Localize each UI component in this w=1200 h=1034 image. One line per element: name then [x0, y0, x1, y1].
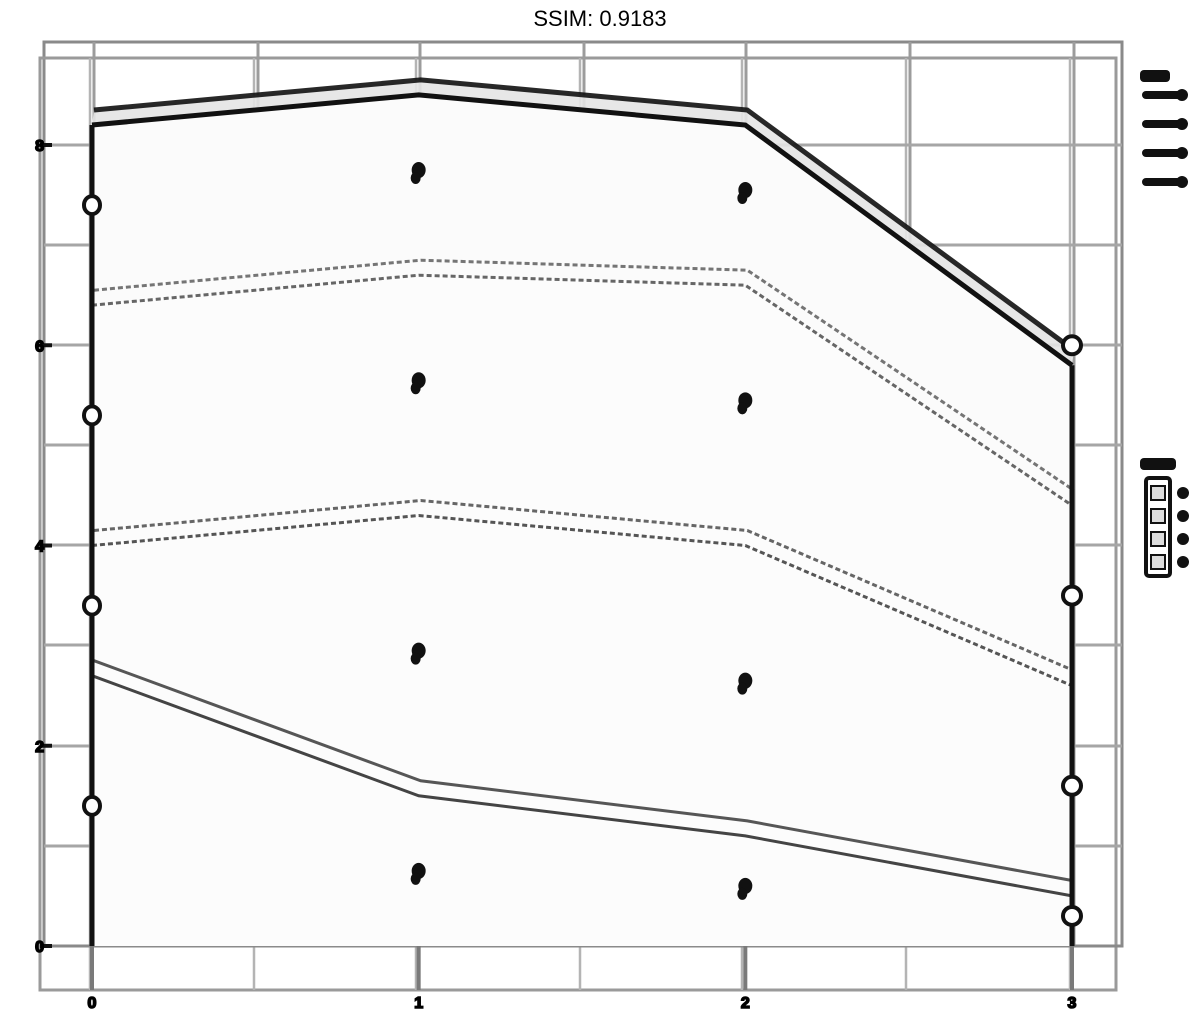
edge-marker-right	[1061, 904, 1083, 927]
data-point-marker	[737, 182, 753, 205]
axis-layer: 0 2 4 6 8 0 1 2 3	[34, 137, 1077, 1013]
legend-fill-dot	[1177, 510, 1189, 522]
area-band-1	[92, 675, 1072, 946]
data-point-dot-ghost	[410, 172, 421, 185]
x-tick-label: 2	[741, 995, 750, 1012]
offset-frame	[38, 56, 1118, 992]
series-2-ghost-line	[93, 498, 1075, 673]
legend-line-dot	[1176, 176, 1188, 188]
data-point-marker	[737, 672, 753, 695]
edge-marker-right	[1061, 774, 1083, 797]
data-point-marker	[410, 162, 426, 185]
legend-line-dot	[1176, 89, 1188, 101]
line-layer	[89, 77, 1076, 946]
data-point-dot-ghost	[410, 652, 421, 665]
chart-title: SSIM: 0.9183	[533, 6, 667, 31]
legend-swatch-frame	[1144, 476, 1172, 578]
legend-fill-swatch	[1150, 531, 1166, 547]
area-band-2	[92, 515, 1072, 896]
series-4-ghost-line	[93, 77, 1076, 353]
marker-layer	[82, 162, 1083, 927]
area-band-4	[92, 94, 1072, 506]
legend-layer	[1140, 70, 1189, 578]
y-tick-label: 2	[35, 739, 44, 756]
area-layer	[92, 79, 1074, 946]
edge-marker-left	[82, 194, 102, 217]
data-point-marker	[737, 392, 753, 415]
edge-marker-right	[1061, 584, 1083, 607]
data-point-dot-ghost	[410, 872, 421, 885]
x-tick-label: 3	[1068, 995, 1077, 1012]
y-tick-label: 0	[35, 939, 44, 956]
y-tick-label: 6	[35, 338, 44, 355]
legend-fill-swatch	[1150, 508, 1166, 524]
series-2-line	[91, 513, 1073, 688]
data-point-marker	[410, 642, 426, 665]
top-band	[92, 79, 1074, 366]
x-tick-label: 1	[414, 995, 423, 1012]
series-3-ghost-line	[93, 258, 1075, 492]
legend-fill-swatch	[1150, 554, 1166, 570]
edge-marker-left	[82, 794, 102, 817]
data-point-marker	[737, 877, 753, 900]
series-1-line	[91, 674, 1073, 898]
edge-marker-left	[82, 404, 102, 427]
legend-one-heading	[1140, 70, 1170, 82]
data-point-marker	[410, 862, 426, 885]
data-point-dot-ghost	[410, 382, 421, 395]
data-point-dot-ghost	[737, 887, 748, 900]
data-point-dot-ghost	[737, 682, 748, 695]
legend-fill-dot	[1177, 487, 1189, 499]
data-point-dot-ghost	[737, 192, 748, 205]
data-point-dot-ghost	[737, 402, 748, 415]
series-1-ghost-line	[93, 659, 1075, 883]
legend-line-dot	[1176, 147, 1188, 159]
legend-fill-dot	[1177, 556, 1189, 568]
x-tick-label: 0	[88, 995, 97, 1012]
legend-two-heading	[1140, 458, 1176, 470]
y-tick-label: 4	[35, 539, 44, 556]
series-4-line	[91, 92, 1074, 368]
legend-fill-dot	[1177, 533, 1189, 545]
legend-fill-swatch	[1150, 485, 1166, 501]
legend-line-dot	[1176, 118, 1188, 130]
edge-marker-left	[82, 594, 102, 617]
data-point-marker	[410, 372, 426, 395]
edge-marker-right	[1061, 334, 1083, 357]
area-band-3	[92, 275, 1072, 686]
series-3-line	[91, 273, 1073, 507]
y-tick-label: 8	[35, 138, 44, 155]
